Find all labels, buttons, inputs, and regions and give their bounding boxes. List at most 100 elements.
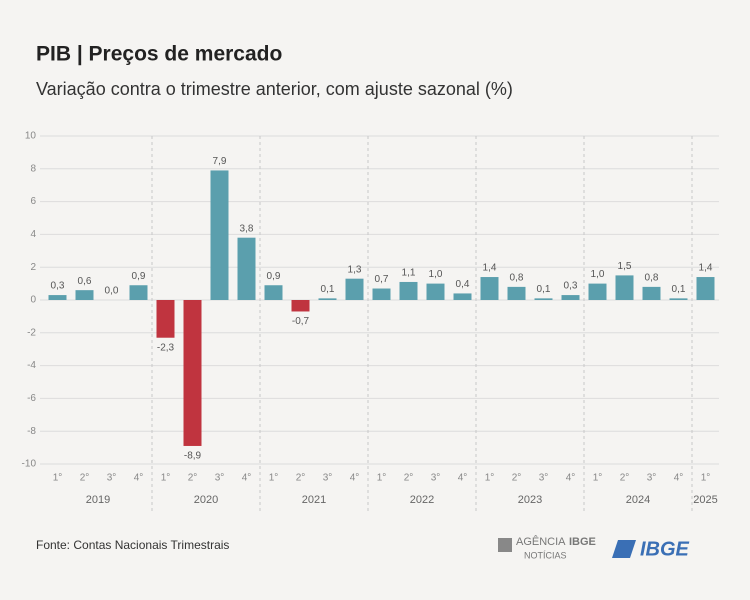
y-tick-label: 10	[25, 131, 37, 142]
data-label: 1,1	[402, 268, 416, 279]
bar	[426, 283, 445, 300]
x-tick-label: 2°	[296, 473, 306, 484]
logo-text: IBGE	[640, 538, 690, 560]
bar	[615, 275, 634, 300]
y-tick-label: 6	[30, 196, 36, 207]
data-label: 1,4	[699, 263, 713, 274]
data-label: 0,9	[267, 271, 281, 282]
logo-text: NOTÍCIAS	[524, 550, 567, 560]
data-label: 1,3	[348, 264, 362, 275]
data-label: 0,6	[78, 276, 92, 287]
y-tick-label: 2	[30, 262, 36, 273]
data-label: -8,9	[184, 451, 202, 462]
data-label: 3,8	[240, 223, 254, 234]
data-label: -0,7	[292, 316, 310, 327]
x-tick-label: 1°	[269, 473, 279, 484]
data-label: 0,1	[321, 284, 335, 295]
bar	[669, 298, 688, 300]
x-tick-label: 3°	[431, 473, 441, 484]
chart-title: PIB | Preços de mercado	[36, 43, 282, 66]
data-label: 0,4	[456, 279, 470, 290]
group-label: 2020	[194, 494, 218, 506]
bar	[291, 300, 310, 312]
bar	[210, 170, 229, 300]
data-label: 1,5	[618, 261, 632, 272]
x-tick-label: 3°	[647, 473, 657, 484]
bar	[642, 286, 661, 300]
x-tick-label: 3°	[323, 473, 333, 484]
data-label: 0,1	[672, 284, 686, 295]
x-tick-label: 4°	[134, 473, 144, 484]
data-label: 7,9	[213, 156, 227, 167]
bar	[183, 300, 202, 446]
x-tick-label: 1°	[485, 473, 495, 484]
logo-text: IBGE	[569, 536, 596, 548]
x-tick-label: 1°	[53, 473, 63, 484]
y-tick-label: 4	[30, 229, 36, 240]
x-tick-label: 4°	[350, 473, 360, 484]
agencia-logo: AGÊNCIA IBGE NOTÍCIAS	[498, 535, 596, 560]
bar	[156, 300, 175, 338]
bar	[318, 298, 337, 300]
x-tick-label: 3°	[539, 473, 549, 484]
bar	[237, 237, 256, 300]
x-tick-label: 2°	[404, 473, 414, 484]
y-tick-label: -6	[27, 393, 36, 404]
bar	[507, 286, 526, 300]
x-tick-label: 3°	[107, 473, 117, 484]
x-tick-label: 4°	[458, 473, 468, 484]
bar	[534, 298, 553, 300]
bar	[480, 277, 499, 300]
data-label: 0,3	[51, 281, 65, 292]
x-tick-label: 2°	[80, 473, 90, 484]
x-tick-label: 1°	[593, 473, 603, 484]
group-label: 2022	[410, 494, 434, 506]
data-label: 0,0	[105, 286, 119, 297]
group-label: 2021	[302, 494, 326, 506]
group-label: 2023	[518, 494, 542, 506]
bar	[48, 295, 67, 300]
x-tick-label: 4°	[242, 473, 252, 484]
y-tick-label: 8	[30, 163, 36, 174]
bar	[399, 281, 418, 300]
data-label: 1,4	[483, 263, 497, 274]
bar	[264, 285, 283, 300]
data-label: 0,8	[510, 273, 524, 284]
chart-subtitle: Variação contra o trimestre anterior, co…	[36, 79, 513, 99]
y-tick-label: -8	[27, 426, 36, 437]
y-tick-label: -4	[27, 360, 36, 371]
x-tick-label: 1°	[701, 473, 711, 484]
x-tick-label: 3°	[215, 473, 225, 484]
y-tick-label: 0	[30, 295, 36, 306]
group-label: 2024	[626, 494, 650, 506]
logo-text: AGÊNCIA	[516, 535, 566, 548]
data-label: 0,7	[375, 274, 389, 285]
data-label: -2,3	[157, 342, 175, 353]
bar	[588, 283, 607, 300]
x-tick-label: 2°	[512, 473, 522, 484]
x-tick-label: 2°	[188, 473, 198, 484]
bar	[129, 285, 148, 300]
x-tick-label: 4°	[566, 473, 576, 484]
x-tick-label: 1°	[161, 473, 171, 484]
data-label: 0,9	[132, 271, 146, 282]
data-label: 0,3	[564, 281, 578, 292]
y-tick-label: -10	[22, 459, 37, 470]
source: Fonte: Contas Nacionais Trimestrais	[36, 538, 229, 552]
data-label: 1,0	[429, 269, 443, 280]
bar	[345, 278, 364, 300]
group-label: 2025	[693, 494, 717, 506]
logo-icon	[612, 540, 636, 558]
x-tick-label: 1°	[377, 473, 387, 484]
data-label: 1,0	[591, 269, 605, 280]
bar	[453, 293, 472, 300]
ibge-logo: IBGE	[612, 538, 690, 560]
data-label: 0,8	[645, 273, 659, 284]
bar	[75, 290, 94, 300]
bar	[561, 295, 580, 300]
group-label: 2019	[86, 494, 110, 506]
logo-icon	[498, 538, 512, 552]
x-tick-label: 4°	[674, 473, 684, 484]
bar	[696, 277, 715, 300]
